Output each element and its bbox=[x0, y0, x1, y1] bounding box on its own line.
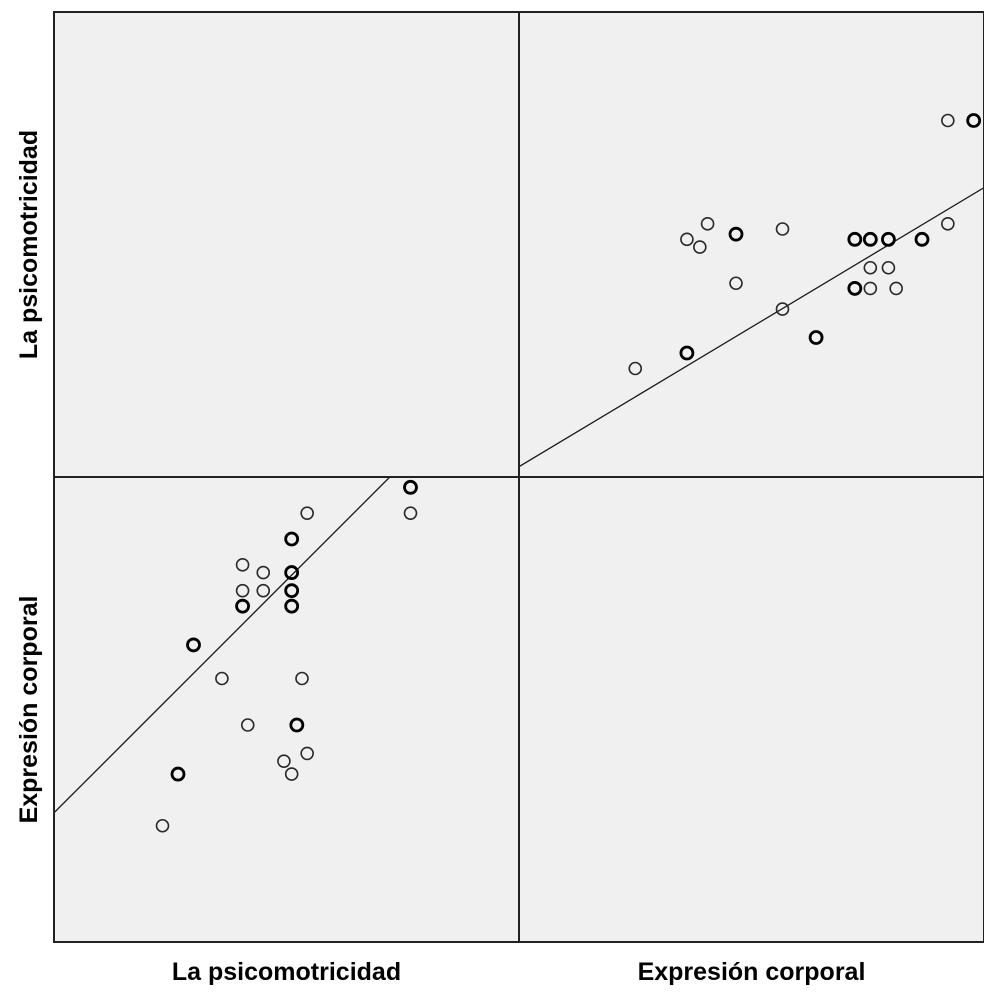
scatter-point bbox=[775, 222, 790, 236]
column-label-1: La psicomotricidad bbox=[172, 958, 401, 986]
scatter-point bbox=[403, 479, 418, 495]
scatter-point bbox=[284, 531, 300, 547]
scatter-point bbox=[235, 558, 250, 572]
plot-frame bbox=[53, 11, 984, 943]
fit-line bbox=[519, 187, 984, 468]
scatter-point bbox=[881, 231, 896, 247]
scatter-point bbox=[889, 281, 903, 296]
scatter-point bbox=[284, 565, 300, 580]
scatter-point bbox=[186, 637, 201, 653]
scatter-point bbox=[155, 818, 170, 833]
row-label-1: La psicomotricidad bbox=[15, 130, 43, 359]
scatter-point bbox=[729, 276, 743, 291]
scatter-point bbox=[300, 746, 314, 761]
scatter-point bbox=[284, 583, 300, 599]
scatter-point bbox=[235, 598, 250, 614]
scatter-point bbox=[628, 361, 643, 376]
scatter-point bbox=[284, 767, 299, 781]
scatter-point bbox=[966, 113, 982, 128]
scatter-point bbox=[235, 583, 250, 598]
scatter-point bbox=[700, 217, 715, 231]
scatter-point bbox=[693, 240, 707, 254]
scatter-point bbox=[914, 231, 930, 247]
scatter-point bbox=[941, 217, 955, 231]
scatter-point bbox=[863, 281, 878, 296]
panels bbox=[54, 113, 984, 833]
column-label-2: Expresión corporal bbox=[638, 958, 866, 986]
scatter-point bbox=[300, 506, 314, 520]
scatter-point bbox=[881, 260, 896, 275]
scatter-point bbox=[403, 506, 418, 520]
scatter-point bbox=[256, 565, 271, 580]
scatter-point bbox=[256, 583, 271, 598]
scatter-point bbox=[941, 113, 955, 128]
row-label-2: Expresión corporal bbox=[15, 596, 43, 824]
panel-2-1 bbox=[54, 477, 418, 833]
scatter-point bbox=[215, 671, 229, 686]
scatter-point bbox=[679, 345, 695, 361]
scatter-point bbox=[289, 717, 305, 733]
scatter-point bbox=[775, 302, 790, 316]
panel-1-2 bbox=[519, 113, 984, 468]
scatter-point bbox=[847, 231, 863, 247]
scatter-point bbox=[240, 718, 255, 732]
scatter-point bbox=[847, 281, 863, 296]
scatter-point bbox=[863, 260, 878, 275]
scatter-point bbox=[170, 766, 186, 782]
scatter-point bbox=[808, 330, 824, 345]
scatter-point bbox=[284, 598, 300, 614]
scatter-point bbox=[862, 231, 878, 247]
scatter-point bbox=[680, 232, 694, 247]
fit-line bbox=[54, 477, 391, 814]
scatter-point bbox=[295, 671, 309, 686]
scatter-point bbox=[277, 754, 291, 768]
scatter-point bbox=[728, 226, 744, 242]
